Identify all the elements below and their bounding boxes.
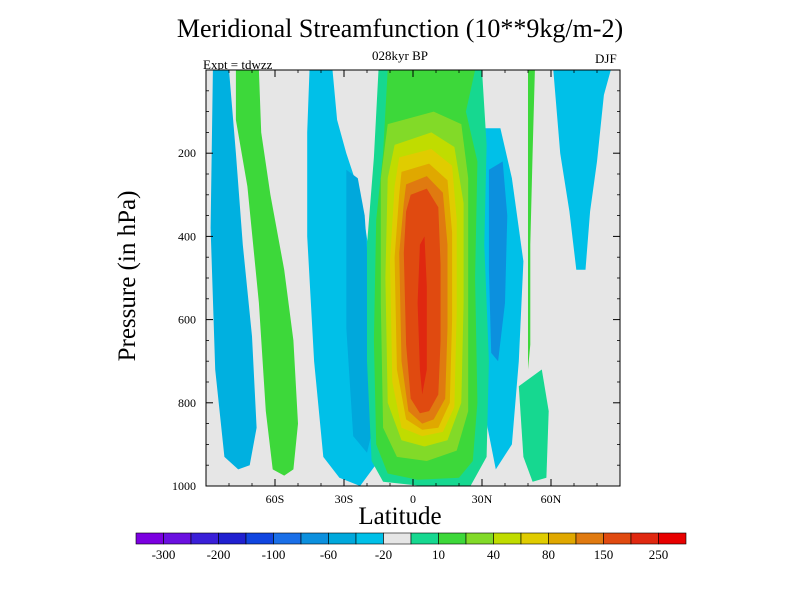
contour-region-17 (417, 236, 427, 395)
colorbar-box (520, 532, 549, 545)
colorbar-label: 10 (432, 547, 445, 562)
colorbar-label: 250 (649, 547, 669, 562)
colorbar-box (163, 532, 192, 545)
season-label: DJF (595, 51, 617, 66)
colorbar-box (218, 532, 247, 545)
colorbar-box (328, 532, 357, 545)
colorbar-box (355, 532, 384, 545)
colorbar-label: 40 (487, 547, 500, 562)
x-tick-label: 0 (410, 492, 416, 506)
colorbar-box (630, 532, 659, 545)
x-tick-label: 60N (541, 492, 562, 506)
colorbar-label: 150 (594, 547, 614, 562)
colorbar: -300 -200 -100 -60 -20 10 40 80 150 250 (135, 532, 687, 562)
contour-region-3 (346, 169, 374, 453)
y-tick-label: 600 (178, 313, 196, 327)
colorbar-label: -60 (320, 547, 337, 562)
colorbar-box (190, 532, 219, 545)
x-tick-label: 30N (472, 492, 493, 506)
colorbar-box (465, 532, 494, 545)
x-axis-label: Latitude (358, 503, 442, 530)
colorbar-box (658, 532, 687, 545)
y-tick-label: 800 (178, 396, 196, 410)
experiment-label: Expt = tdwzz (203, 57, 273, 72)
colorbar-box (603, 532, 632, 545)
colorbar-box (383, 532, 412, 545)
contour-region-5 (488, 161, 508, 362)
colorbar-label: -300 (152, 547, 176, 562)
x-tick-label: 30S (335, 492, 354, 506)
contour-region-7 (518, 369, 549, 482)
colorbar-box (548, 532, 577, 545)
colorbar-box (300, 532, 329, 545)
y-tick-label: 200 (178, 146, 196, 160)
colorbar-label: -200 (207, 547, 231, 562)
contour-region-8 (553, 70, 611, 270)
y-axis-ticks: 200 400 600 800 1000 (172, 90, 620, 493)
colorbar-box (273, 532, 302, 545)
x-tick-label: 60S (266, 492, 285, 506)
colorbar-box (245, 532, 274, 545)
chart-title: Meridional Streamfunction (10**9kg/m-2) (176, 14, 624, 43)
x-axis-ticks: 60S 30S 0 30N 60N (228, 70, 598, 506)
colorbar-box (575, 532, 604, 545)
colorbar-label: -20 (375, 547, 392, 562)
y-tick-label: 1000 (172, 479, 196, 493)
colorbar-box (410, 532, 439, 545)
contour-regions (210, 70, 611, 486)
colorbar-label: -100 (262, 547, 286, 562)
colorbar-box (493, 532, 522, 545)
contour-region-0 (235, 70, 298, 476)
chart-subtitle: 028kyr BP (372, 48, 428, 63)
colorbar-box (438, 532, 467, 545)
contour-region-6 (528, 70, 535, 370)
y-tick-label: 400 (178, 229, 196, 243)
colorbar-label: 80 (542, 547, 555, 562)
contour-region-1 (210, 70, 257, 470)
colorbar-box (135, 532, 164, 545)
